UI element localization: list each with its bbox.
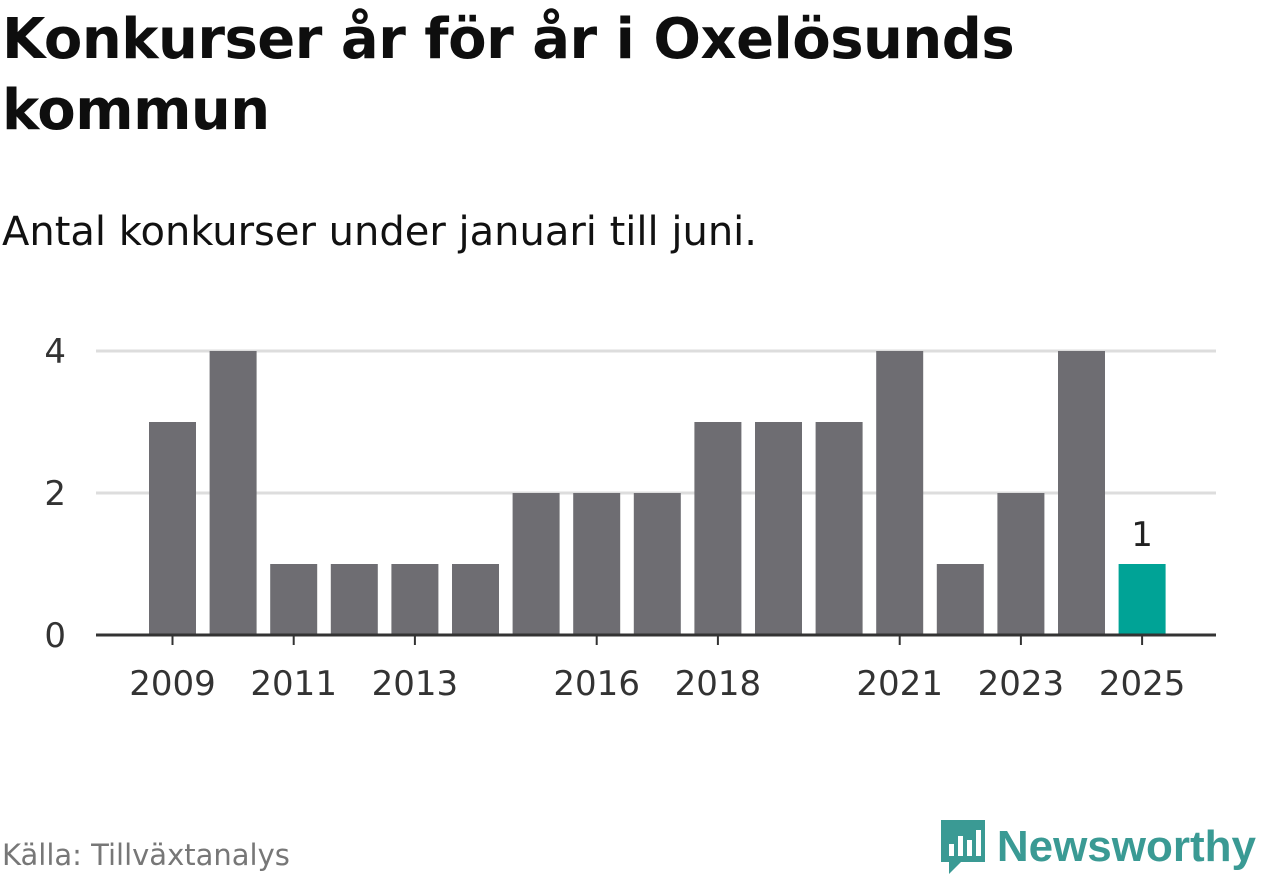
- bar-2022: [936, 564, 984, 635]
- bars: [149, 351, 1166, 635]
- x-tick-label: 2016: [553, 664, 640, 704]
- bar-2023: [997, 493, 1045, 635]
- source-note: Källa: Tillväxtanalys: [2, 838, 290, 872]
- bar-2016: [573, 493, 621, 635]
- x-tick-label: 2018: [675, 664, 762, 704]
- x-tick-label: 2011: [250, 664, 337, 704]
- bar-2020: [815, 422, 863, 635]
- bar-2025: [1118, 564, 1166, 635]
- x-tick-label: 2013: [372, 664, 459, 704]
- data-labels: 1: [1131, 515, 1153, 555]
- y-tick-label: 2: [44, 474, 66, 514]
- x-tick-label: 2009: [129, 664, 216, 704]
- brand-logo: Newsworthy: [939, 818, 1256, 876]
- x-axis-labels: 2009 2011 2013 2016 2018 2021 2023 2025: [129, 664, 1185, 704]
- chart-subtitle: Antal konkurser under januari till juni.: [2, 209, 757, 255]
- x-axis: [96, 633, 1216, 645]
- bar-2024: [1058, 351, 1105, 635]
- y-tick-label: 4: [44, 332, 66, 372]
- x-tick-label: 2021: [856, 664, 943, 704]
- bar-2019: [755, 422, 802, 635]
- bar-2017: [633, 493, 681, 635]
- bar-2021: [876, 351, 924, 635]
- bar-2014: [452, 564, 499, 635]
- data-label-2025: 1: [1131, 515, 1153, 555]
- bar-2009: [149, 422, 196, 635]
- bar-2012: [330, 564, 378, 635]
- y-axis-labels: 0 2 4: [44, 332, 66, 656]
- bar-2015: [512, 493, 560, 635]
- bar-2010: [209, 351, 257, 635]
- y-tick-label: 0: [44, 616, 66, 656]
- bar-chart: 0 2 4 2009 2011 2013 2016 2018 2021 2023 2025 1: [44, 332, 1216, 704]
- bar-2013: [391, 564, 439, 635]
- x-tick-label: 2023: [978, 664, 1065, 704]
- bar-2018: [694, 422, 742, 635]
- bar-2011: [270, 564, 318, 635]
- gridlines: [96, 349, 1216, 495]
- page-title: Konkurser år för år i Oxelösunds kommun: [2, 7, 1015, 143]
- x-tick-label: 2025: [1099, 664, 1186, 704]
- bar-chart-speech-bubble-icon: [940, 820, 985, 874]
- brand-name: Newsworthy: [996, 822, 1256, 871]
